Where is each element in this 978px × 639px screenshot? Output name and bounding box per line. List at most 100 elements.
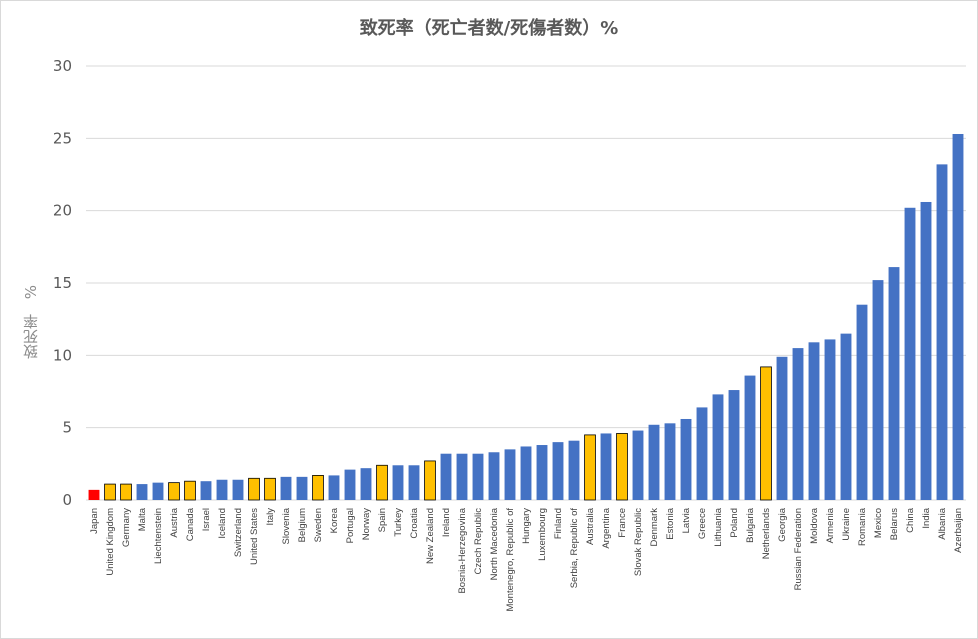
bar <box>584 434 596 501</box>
x-tick-label: Iceland <box>217 508 228 539</box>
x-tick-label: Portugal <box>345 508 356 543</box>
x-tick-label: Turkey <box>393 508 404 537</box>
x-tick-label: Liechtenstein <box>153 508 164 564</box>
x-tick-label: Latvia <box>681 507 692 533</box>
bar <box>648 424 660 500</box>
bar <box>296 476 308 500</box>
bar <box>872 280 884 500</box>
bar <box>456 453 468 500</box>
y-tick-label: 30 <box>53 57 72 75</box>
x-tick-label: Azerbaijan <box>953 508 964 553</box>
x-tick-label: Armenia <box>825 507 836 543</box>
bar <box>824 339 836 500</box>
x-tick-label: Ireland <box>441 508 452 537</box>
x-tick-label: Korea <box>329 507 340 533</box>
bar <box>664 423 676 500</box>
bar <box>920 201 932 500</box>
x-tick-label: Ukraine <box>841 508 852 541</box>
x-tick-label: Croatia <box>409 507 420 538</box>
x-tick-label: Malta <box>137 507 148 531</box>
bar <box>520 446 532 500</box>
bar <box>376 464 388 501</box>
x-tick-label: Mexico <box>873 508 884 538</box>
bar <box>904 207 916 501</box>
x-tick-label: Greece <box>697 508 708 539</box>
x-tick-label: Lithuania <box>713 507 724 546</box>
bar <box>344 469 356 500</box>
x-tick-label: United Kingdom <box>105 508 116 576</box>
bar <box>616 433 628 501</box>
x-tick-label: Luxembourg <box>537 508 548 561</box>
x-tick-label: Moldova <box>809 507 820 544</box>
x-tick-label: Slovenia <box>281 507 292 544</box>
y-tick-label: 10 <box>53 346 72 364</box>
y-tick-label: 5 <box>62 419 72 437</box>
x-tick-label: United States <box>249 508 260 565</box>
x-tick-label: Estonia <box>665 507 676 539</box>
bar <box>600 433 612 500</box>
x-tick-label: Italy <box>265 508 276 526</box>
x-tick-label: Austria <box>169 507 180 537</box>
bar <box>264 477 276 501</box>
x-tick-label: Poland <box>729 508 740 538</box>
x-tick-label: Czech Republic <box>473 508 484 575</box>
x-tick-label: Switzerland <box>233 508 244 557</box>
category-labels: Japan United Kingdom Germany Malta Liechtens… <box>89 507 964 611</box>
bar <box>712 394 724 500</box>
x-tick-label: Denmark <box>649 508 660 547</box>
bar <box>680 418 692 500</box>
bar <box>280 476 292 500</box>
bar <box>216 479 228 500</box>
chart-title: 致死率（死亡者数/死傷者数）% <box>359 18 619 39</box>
bar <box>776 356 788 500</box>
x-tick-label: Argentina <box>601 507 612 548</box>
bar <box>952 133 964 500</box>
bar <box>888 267 900 500</box>
x-tick-label: Norway <box>361 508 372 540</box>
bar <box>696 407 708 500</box>
bar <box>248 477 260 501</box>
bar <box>744 375 756 500</box>
bar <box>328 475 340 500</box>
x-tick-label: India <box>921 507 932 528</box>
x-tick-label: Sweden <box>313 508 324 542</box>
bar <box>424 460 436 501</box>
bar <box>632 430 644 500</box>
y-tick-labels: 0 5 10 15 20 25 30 <box>53 57 72 509</box>
x-tick-label: Spain <box>377 508 388 532</box>
bar <box>392 465 404 500</box>
x-tick-label: Germany <box>121 508 132 547</box>
x-tick-label: Montenegro, Republic of <box>505 508 516 612</box>
bar <box>232 479 244 500</box>
y-tick-label: 0 <box>62 491 72 509</box>
x-tick-label: Serbia, Republic of <box>569 508 580 589</box>
bar <box>760 366 772 501</box>
x-tick-label: Canada <box>185 507 196 541</box>
y-tick-label: 15 <box>53 274 72 292</box>
x-tick-label: Slovak Republic <box>633 508 644 576</box>
bar <box>472 453 484 500</box>
bar <box>200 481 212 500</box>
y-tick-label: 25 <box>53 129 72 147</box>
bar <box>408 465 420 500</box>
x-tick-label: China <box>905 507 916 533</box>
x-tick-label: Belgium <box>297 508 308 542</box>
x-tick-label: Netherlands <box>761 508 772 559</box>
bar <box>120 483 132 501</box>
x-tick-label: Georgia <box>777 507 788 542</box>
bar <box>792 348 804 500</box>
bar <box>136 484 148 500</box>
bar <box>360 468 372 500</box>
bar <box>184 480 196 501</box>
bar <box>936 164 948 500</box>
x-tick-label: Hungary <box>521 508 532 544</box>
bar <box>312 475 324 501</box>
bar <box>88 489 100 500</box>
x-tick-label: Bulgaria <box>745 507 756 543</box>
x-tick-label: Bosnia-Herzegovina <box>457 507 468 593</box>
y-tick-label: 20 <box>53 202 72 220</box>
bar <box>504 449 516 500</box>
bar <box>808 342 820 500</box>
